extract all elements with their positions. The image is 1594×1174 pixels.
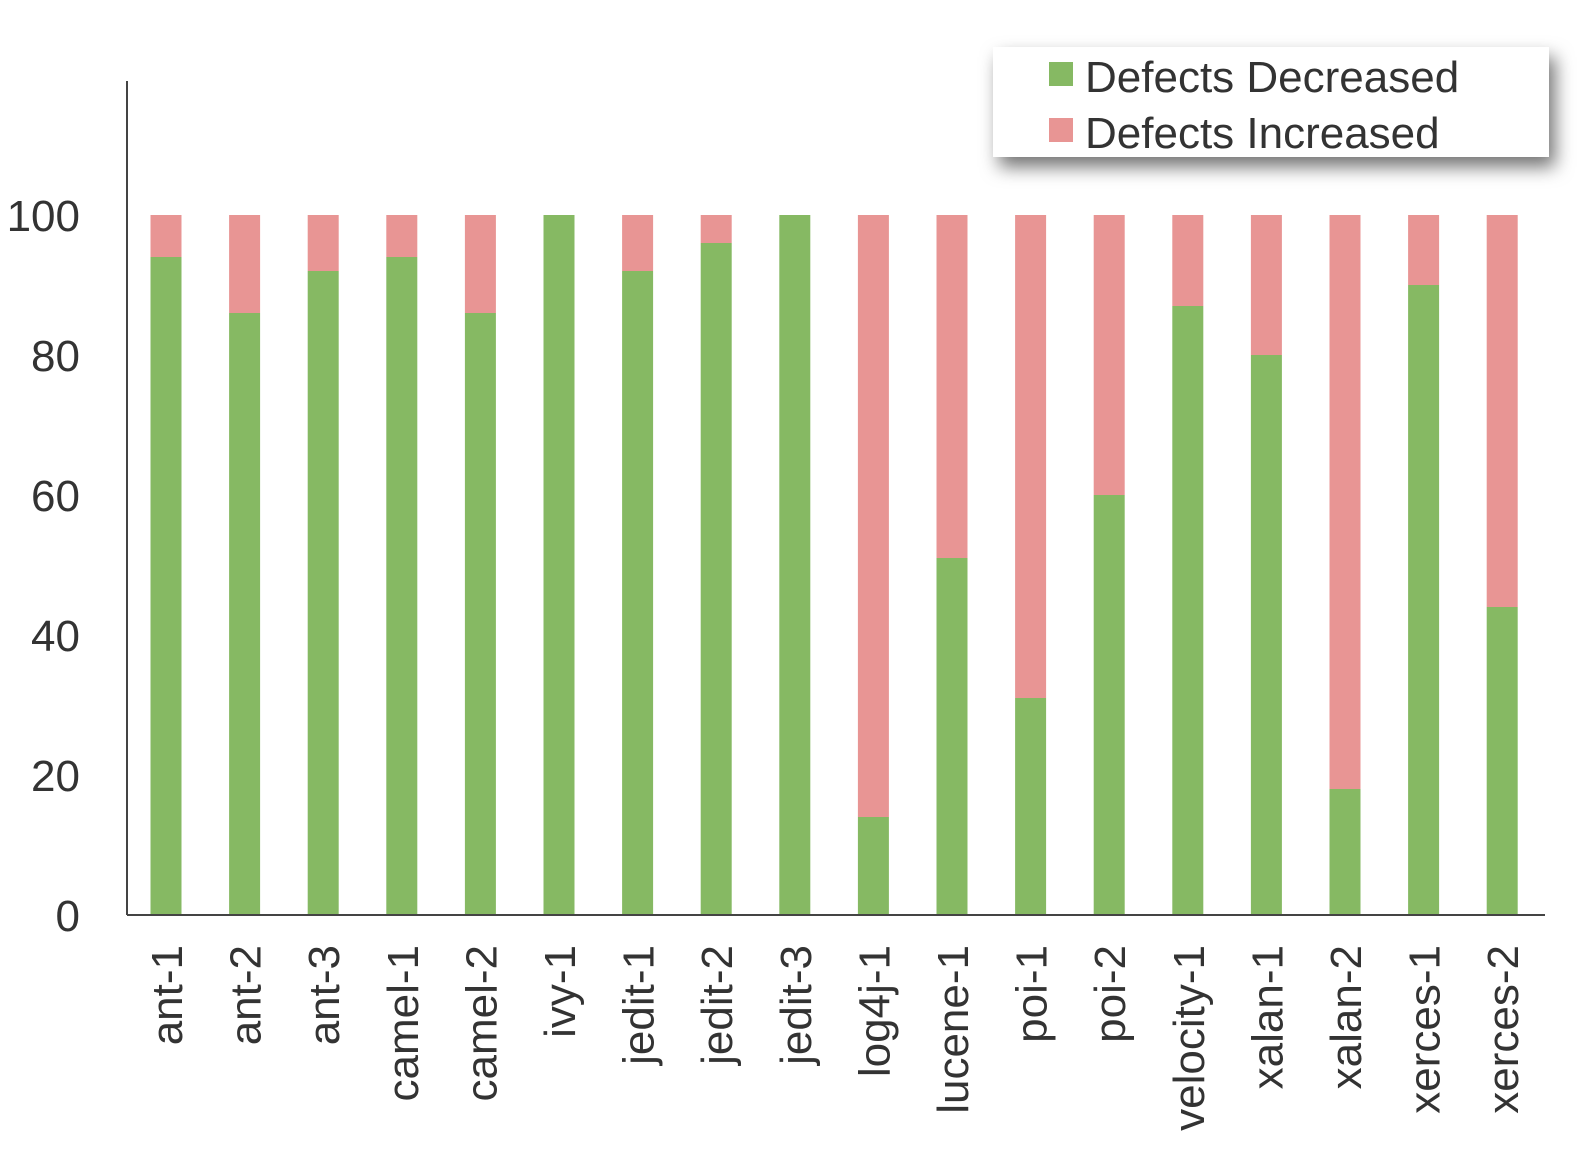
bar-decreased-camel-2	[464, 313, 496, 915]
bar-decreased-velocity-1	[1172, 306, 1204, 915]
legend-box	[993, 47, 1549, 157]
x-tick-label: jedit-1	[615, 945, 664, 1067]
bar-decreased-xalan-2	[1329, 789, 1361, 915]
bar-increased-jedit-2	[700, 215, 732, 243]
bar-decreased-xerces-1	[1408, 285, 1440, 915]
x-tick-label: xalan-1	[1243, 945, 1292, 1089]
bar-increased-xalan-2	[1329, 215, 1361, 789]
bar-decreased-xerces-2	[1486, 607, 1518, 915]
y-tick-label: 40	[31, 612, 80, 661]
bar-decreased-ivy-1	[543, 215, 575, 915]
bar-decreased-jedit-2	[700, 243, 732, 915]
bar-increased-ant-3	[307, 215, 339, 271]
y-tick-label: 0	[56, 892, 80, 941]
x-tick-label: ant-3	[300, 945, 349, 1045]
bar-decreased-lucene-1	[936, 558, 968, 915]
bar-increased-xerces-2	[1486, 215, 1518, 607]
bar-decreased-camel-1	[386, 257, 418, 915]
x-tick-label: xerces-1	[1401, 945, 1450, 1114]
bar-decreased-ant-3	[307, 271, 339, 915]
legend-swatch	[1049, 118, 1073, 142]
legend-label: Defects Increased	[1085, 109, 1440, 158]
bar-increased-camel-1	[386, 215, 418, 257]
bar-decreased-xalan-1	[1250, 355, 1282, 915]
legend-label: Defects Decreased	[1085, 53, 1459, 102]
y-tick-label: 20	[31, 752, 80, 801]
x-tick-label: velocity-1	[1165, 945, 1214, 1131]
x-tick-label: xalan-2	[1322, 945, 1371, 1089]
x-tick-label: camel-2	[457, 945, 506, 1102]
bar-increased-camel-2	[464, 215, 496, 313]
bar-increased-ant-1	[150, 215, 182, 257]
x-tick-label: camel-1	[379, 945, 428, 1102]
x-tick-label: ivy-1	[536, 945, 585, 1038]
bar-decreased-ant-1	[150, 257, 182, 915]
y-tick-label: 100	[7, 192, 80, 241]
bars-group	[150, 215, 1518, 915]
x-tick-label: ant-1	[143, 945, 192, 1045]
bar-decreased-log4j-1	[857, 817, 889, 915]
bar-increased-jedit-1	[622, 215, 654, 271]
x-tick-label: log4j-1	[850, 945, 899, 1077]
x-tick-label: poi-2	[1086, 945, 1135, 1043]
bar-increased-log4j-1	[857, 215, 889, 817]
bar-decreased-ant-2	[229, 313, 261, 915]
bar-increased-poi-2	[1093, 215, 1125, 495]
bar-increased-ant-2	[229, 215, 261, 313]
bar-decreased-poi-1	[1015, 698, 1047, 915]
x-axis: ant-1 ant-2 ant-3 camel-1 camel-2 ivy-1 jedit-…	[127, 914, 1545, 1131]
bar-increased-velocity-1	[1172, 215, 1204, 306]
legend: Defects Decreased Defects Increased	[993, 47, 1549, 158]
bar-increased-poi-1	[1015, 215, 1047, 698]
x-tick-label: ant-2	[222, 945, 271, 1045]
x-tick-label: poi-1	[1008, 945, 1057, 1043]
bar-increased-xerces-1	[1408, 215, 1440, 285]
bar-increased-lucene-1	[936, 215, 968, 558]
bar-decreased-poi-2	[1093, 495, 1125, 915]
bar-increased-xalan-1	[1250, 215, 1282, 355]
x-tick-label: lucene-1	[929, 945, 978, 1114]
y-tick-label: 60	[31, 472, 80, 521]
x-tick-label: jedit-2	[693, 945, 742, 1067]
y-axis: 0 20 40 60 80 100	[7, 81, 128, 941]
x-tick-label: jedit-3	[772, 945, 821, 1067]
y-tick-label: 80	[31, 332, 80, 381]
x-tick-label: xerces-2	[1479, 945, 1528, 1114]
legend-swatch	[1049, 62, 1073, 86]
bar-decreased-jedit-1	[622, 271, 654, 915]
bar-decreased-jedit-3	[779, 215, 811, 915]
